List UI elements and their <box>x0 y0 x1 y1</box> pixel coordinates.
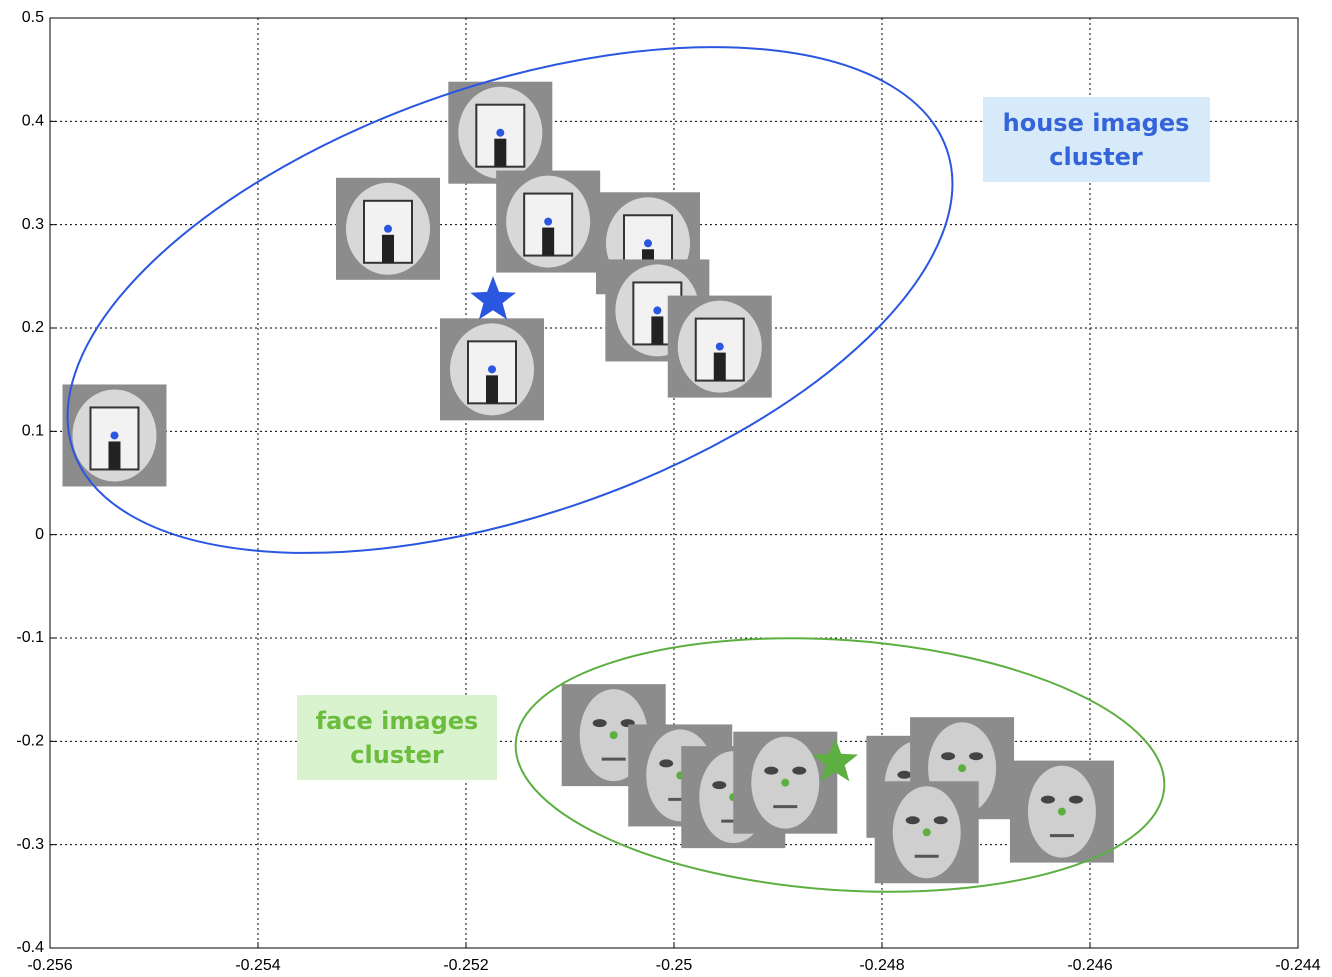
thumbnail-eye <box>905 816 920 825</box>
thumbnail-door <box>713 352 726 381</box>
y-tick-label: 0.1 <box>22 423 44 440</box>
thumbnail-eye <box>764 766 779 775</box>
house-thumbnail <box>440 318 544 421</box>
thumbnail-eye <box>592 719 607 728</box>
house-annotation: house images cluster <box>983 97 1210 182</box>
thumbnail-eye <box>659 759 674 768</box>
y-tick-label: -0.1 <box>16 629 44 646</box>
marks <box>62 81 1114 884</box>
point <box>781 778 790 787</box>
thumbnail-eye <box>712 781 727 790</box>
thumbnail-eye <box>1068 795 1083 804</box>
thumbnail-door <box>486 375 498 404</box>
y-tick-label: -0.3 <box>16 836 44 853</box>
y-tick-label: -0.4 <box>16 939 44 956</box>
face-thumbnail <box>733 731 838 834</box>
y-tick-label: 0.4 <box>22 113 44 130</box>
point <box>958 764 967 773</box>
y-tick-label: 0.2 <box>22 319 44 336</box>
face-cluster-ellipse <box>514 637 1166 893</box>
x-tick-label: -0.246 <box>1067 957 1112 974</box>
thumbnail-eye <box>941 752 956 761</box>
house-thumbnail <box>336 177 440 280</box>
thumbnail-eye <box>1040 795 1055 804</box>
y-tick-label: 0.3 <box>22 216 44 233</box>
x-tick-label: -0.254 <box>235 957 280 974</box>
house-thumbnail <box>448 81 553 184</box>
thumbnail-door <box>108 441 121 470</box>
thumbnail-eye <box>897 770 912 779</box>
annotation-line: house images <box>1003 109 1190 137</box>
x-tick-label: -0.25 <box>656 957 693 974</box>
point <box>384 224 392 233</box>
point <box>488 365 496 374</box>
annotation-line: cluster <box>350 741 444 769</box>
thumbnail-eye <box>792 766 807 775</box>
point <box>644 239 652 248</box>
face-thumbnail <box>1009 760 1114 863</box>
centroid-star <box>470 276 516 320</box>
house-thumbnail <box>62 384 167 487</box>
y-tick-label: -0.2 <box>16 733 44 750</box>
annotation-box <box>983 97 1210 182</box>
house-thumbnail <box>667 295 772 398</box>
plot-frame <box>49 17 1299 949</box>
face-annotation: face images cluster <box>297 695 497 780</box>
point <box>609 731 618 740</box>
house-cluster-ellipse <box>66 46 954 554</box>
x-tick-label: -0.248 <box>859 957 904 974</box>
point <box>110 431 119 440</box>
face-thumbnail <box>874 781 979 884</box>
x-tick-label: -0.252 <box>443 957 488 974</box>
thumbnail-door <box>651 316 664 345</box>
y-tick-label: 0 <box>35 526 44 543</box>
annotation-box <box>297 695 497 780</box>
point <box>1057 807 1066 816</box>
x-tick-label: -0.256 <box>27 957 72 974</box>
centroid-star <box>812 738 858 782</box>
y-tick-label: 0.5 <box>22 9 44 26</box>
thumbnail-door <box>382 234 394 263</box>
point <box>496 128 505 137</box>
thumbnail-door <box>542 227 555 256</box>
point <box>715 342 724 351</box>
annotation-line: face images <box>316 707 479 735</box>
x-tick-label: -0.244 <box>1275 957 1320 974</box>
point <box>544 217 553 226</box>
thumbnail-door <box>494 138 507 167</box>
point <box>653 306 662 315</box>
annotation-line: cluster <box>1049 143 1143 171</box>
thumbnail-eye <box>933 816 948 825</box>
house-thumbnail <box>496 170 601 273</box>
point <box>922 828 931 837</box>
thumbnail-eye <box>969 752 984 761</box>
